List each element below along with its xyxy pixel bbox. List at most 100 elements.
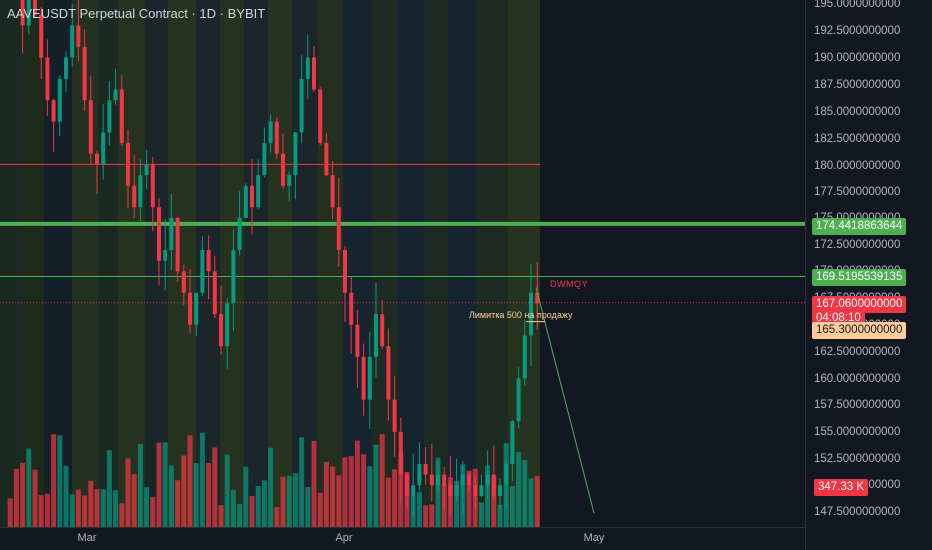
volume-bar <box>13 469 19 527</box>
volume-bar <box>528 478 534 527</box>
price-tick: 147.5000000000 <box>814 506 901 518</box>
volume-bar <box>441 484 447 527</box>
candle-body <box>287 175 292 186</box>
level-label-169: 169.5195539135 <box>812 269 907 286</box>
volume-bar <box>268 447 274 527</box>
price-tick: 162.5000000000 <box>814 346 901 358</box>
candle-body <box>386 346 391 400</box>
volume-bar <box>156 442 162 527</box>
candle-body <box>522 335 527 379</box>
candle-body <box>262 143 267 176</box>
volume-bar <box>175 480 181 527</box>
candle-body <box>39 14 44 58</box>
candle-body <box>429 474 434 486</box>
candle-body <box>70 25 75 58</box>
volume-bar <box>503 443 509 527</box>
volume-bar <box>38 495 44 527</box>
volume-bar <box>119 503 125 527</box>
candle-body <box>442 474 447 486</box>
volume-bar <box>150 497 156 527</box>
volume-bar <box>187 435 193 527</box>
volume-bar <box>280 476 286 527</box>
volume-bar <box>354 440 360 527</box>
volume-bar <box>416 491 422 527</box>
volume-bar <box>336 475 342 527</box>
candle-body <box>225 303 230 347</box>
time-axis[interactable]: Mar Apr May <box>0 527 805 550</box>
volume-bar <box>317 493 323 527</box>
price-tick: 187.5000000000 <box>814 79 901 91</box>
candle-body <box>423 463 428 475</box>
candle-body <box>243 185 248 218</box>
candle-body <box>268 121 273 144</box>
volume-bar <box>255 486 261 527</box>
volume-bar <box>100 489 106 527</box>
volume-bar <box>63 465 69 527</box>
price-tick: 155.0000000000 <box>814 426 901 438</box>
volume-bar <box>305 486 311 527</box>
volume-bar <box>404 471 410 527</box>
volume-bar <box>429 504 435 527</box>
volume-bar <box>385 477 391 527</box>
volume-bar <box>44 493 50 527</box>
price-tick: 177.5000000000 <box>814 186 901 198</box>
candle-body <box>126 143 130 186</box>
volume-bar <box>51 434 57 527</box>
candle-body <box>26 0 31 26</box>
volume-bar <box>125 458 131 527</box>
price-tick: 172.5000000000 <box>814 239 901 251</box>
volume-bar <box>69 494 75 527</box>
candle-body <box>392 399 397 432</box>
chart-area[interactable]: AAVEUSDT Perpetual Contract · 1D · BYBIT… <box>0 0 805 527</box>
candle-body <box>237 217 242 250</box>
volume-bar <box>274 506 280 527</box>
candle-body <box>206 249 211 272</box>
session-background <box>424 0 448 527</box>
volume-bar <box>491 476 497 527</box>
candle-body <box>324 143 329 176</box>
volume-bar <box>398 452 404 527</box>
candle-body <box>318 89 323 144</box>
session-background <box>343 0 372 527</box>
dwmqy-indicator-label: DWMQY <box>550 279 588 289</box>
candle-body <box>150 164 155 208</box>
candle-body <box>20 0 25 26</box>
candle-body <box>144 164 149 176</box>
candle-body <box>194 292 199 325</box>
candle-body <box>349 292 354 325</box>
candle-body <box>305 57 310 79</box>
candle-body <box>380 314 385 347</box>
candle-body <box>479 485 484 496</box>
volume-bar <box>466 470 472 527</box>
volume-bar <box>181 455 187 527</box>
session-background <box>118 0 145 527</box>
session-background <box>0 0 21 527</box>
price-tick: 190.0000000000 <box>814 52 901 64</box>
volume-bar <box>485 465 491 527</box>
candle-body <box>82 46 87 101</box>
volume-bar <box>144 487 150 527</box>
candle-body <box>516 378 521 422</box>
candlestick-chart[interactable] <box>0 0 805 527</box>
price-tick: 152.5000000000 <box>814 453 901 465</box>
volume-bar <box>447 477 453 527</box>
session-background <box>448 0 476 527</box>
candle-body <box>299 78 304 133</box>
session-background <box>145 0 168 527</box>
volume-bar <box>206 462 212 527</box>
projection-line <box>535 287 595 514</box>
candle-body <box>95 153 99 165</box>
volume-bar <box>224 454 230 527</box>
price-axis[interactable]: 195.0000000000 192.5000000000 190.000000… <box>805 0 932 550</box>
volume-bar <box>348 456 354 527</box>
volume-bar <box>106 450 112 527</box>
candle-body <box>169 217 174 250</box>
candle-body <box>107 100 112 133</box>
volume-label: 347.33 K <box>814 479 869 496</box>
price-tick: 182.5000000000 <box>814 133 901 145</box>
candle-body <box>76 25 81 47</box>
candle-body <box>212 271 217 315</box>
candle-body <box>417 463 422 486</box>
candle-body <box>119 89 124 144</box>
volume-bar <box>478 502 484 527</box>
